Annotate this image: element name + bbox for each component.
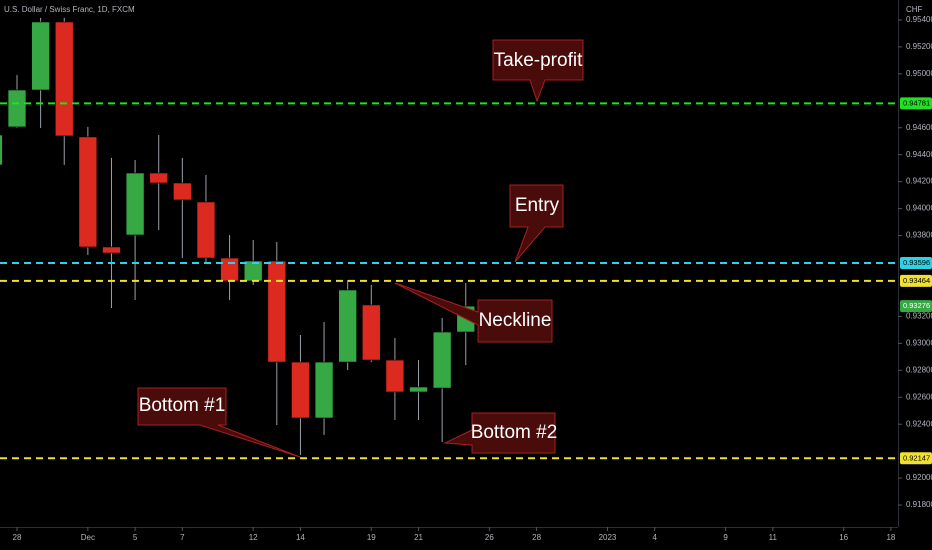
annotation: Entry bbox=[515, 195, 560, 216]
callout-box bbox=[394, 282, 553, 343]
x-tick-label: Dec bbox=[81, 533, 95, 542]
callout-box bbox=[509, 184, 564, 263]
candle-body bbox=[7, 89, 27, 128]
candle-body bbox=[125, 172, 145, 236]
candle-body bbox=[31, 21, 50, 91]
level-label: 0.93596 bbox=[903, 258, 930, 267]
callouts: Take-profit Entry Neckline Bottom #1 Bot… bbox=[137, 39, 584, 458]
chart-title: U.S. Dollar / Swiss Franc, 1D, FXCM bbox=[4, 5, 135, 14]
x-tick-label: 16 bbox=[839, 533, 848, 542]
x-tick-label: 14 bbox=[296, 533, 305, 542]
callout-box bbox=[137, 387, 301, 458]
candle-body bbox=[149, 172, 168, 184]
x-tick-label: 7 bbox=[180, 533, 185, 542]
x-tick-label: 21 bbox=[414, 533, 423, 542]
annotation: Bottom #1 bbox=[139, 395, 226, 416]
candle-body bbox=[196, 201, 216, 259]
candle-body bbox=[78, 136, 98, 248]
candle-body bbox=[409, 386, 428, 393]
candle-body bbox=[54, 21, 74, 137]
x-tick-label: 28 bbox=[13, 533, 22, 542]
candle-body bbox=[0, 134, 3, 166]
candle-body bbox=[432, 331, 452, 389]
level-badge bbox=[900, 97, 932, 110]
candle-body bbox=[385, 359, 405, 393]
y-tick-label: 0.91800 bbox=[906, 500, 932, 509]
level-label: 0.93464 bbox=[903, 276, 930, 285]
candle-body bbox=[173, 182, 192, 201]
callout-box bbox=[443, 412, 556, 454]
last-price-label: 0.93276 bbox=[903, 301, 930, 310]
y-axis-label: CHF bbox=[906, 5, 923, 14]
annotation: Neckline bbox=[479, 310, 552, 331]
level-badge bbox=[900, 452, 932, 465]
level-label: 0.92147 bbox=[903, 453, 930, 462]
callout-box bbox=[492, 39, 584, 103]
x-tick-label: 19 bbox=[367, 533, 376, 542]
x-tick-label: 2023 bbox=[599, 533, 617, 542]
last-price-badge bbox=[900, 300, 932, 313]
x-tick-label: 28 bbox=[532, 533, 541, 542]
candle-body bbox=[220, 257, 239, 282]
candle-body bbox=[314, 361, 334, 419]
x-tick-label: 4 bbox=[652, 533, 657, 542]
annotation: Take-profit bbox=[494, 50, 583, 71]
x-tick-label: 18 bbox=[886, 533, 895, 542]
candle-body bbox=[291, 361, 310, 419]
level-badge bbox=[900, 274, 932, 287]
level-label: 0.94781 bbox=[903, 98, 930, 107]
x-tick-label: 26 bbox=[485, 533, 494, 542]
candle-body bbox=[267, 260, 287, 363]
annotation: Bottom #2 bbox=[471, 422, 558, 443]
candle-body bbox=[102, 246, 121, 254]
candle-body bbox=[338, 289, 357, 363]
x-tick-label: 12 bbox=[249, 533, 258, 542]
x-tick-label: 5 bbox=[133, 533, 138, 542]
candle-body bbox=[362, 304, 381, 361]
level-badge bbox=[900, 257, 932, 270]
x-tick-label: 9 bbox=[723, 533, 728, 542]
plot-area bbox=[0, 17, 902, 531]
x-tick-label: 11 bbox=[769, 533, 778, 542]
